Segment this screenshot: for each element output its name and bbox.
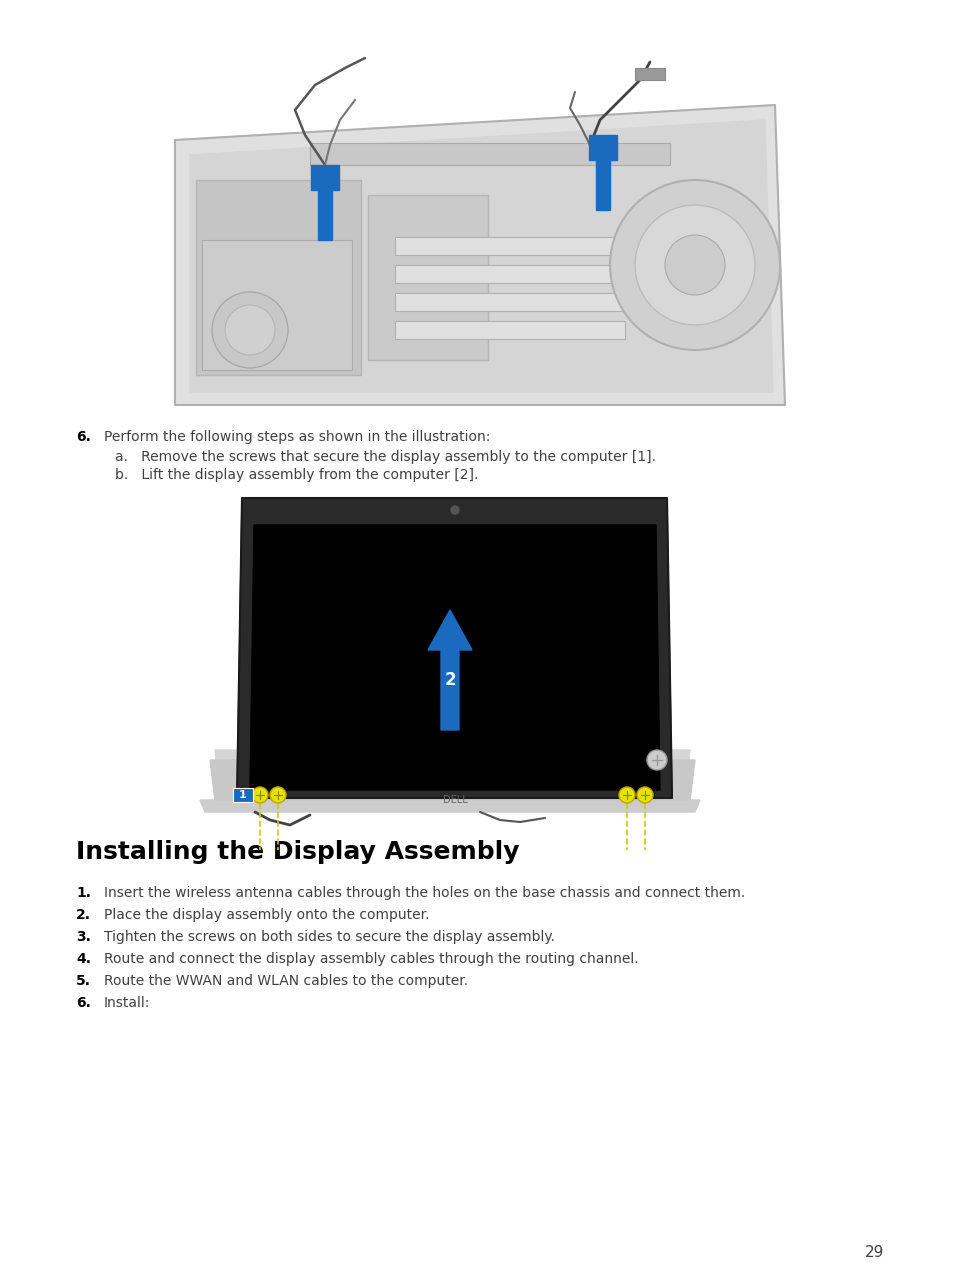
Polygon shape	[174, 105, 784, 404]
FancyBboxPatch shape	[202, 240, 352, 370]
Polygon shape	[200, 800, 700, 812]
Polygon shape	[588, 134, 617, 210]
Polygon shape	[210, 760, 695, 800]
Text: 2: 2	[444, 671, 456, 689]
FancyBboxPatch shape	[395, 321, 624, 339]
Text: 5.: 5.	[76, 974, 91, 988]
Text: a.   Remove the screws that secure the display assembly to the computer [1].: a. Remove the screws that secure the dis…	[115, 450, 656, 464]
Text: Route the WWAN and WLAN cables to the computer.: Route the WWAN and WLAN cables to the co…	[104, 974, 468, 988]
Polygon shape	[311, 165, 338, 240]
Polygon shape	[428, 610, 472, 730]
Text: 4.: 4.	[76, 952, 91, 966]
Circle shape	[646, 749, 666, 770]
Circle shape	[225, 306, 274, 355]
Circle shape	[252, 787, 268, 803]
Polygon shape	[236, 498, 671, 798]
FancyBboxPatch shape	[195, 180, 360, 375]
FancyBboxPatch shape	[635, 68, 664, 80]
Circle shape	[618, 787, 635, 803]
FancyBboxPatch shape	[395, 237, 624, 255]
Text: 1: 1	[239, 790, 247, 800]
FancyBboxPatch shape	[233, 787, 253, 801]
Text: Route and connect the display assembly cables through the routing channel.: Route and connect the display assembly c…	[104, 952, 638, 966]
FancyBboxPatch shape	[395, 293, 624, 311]
Text: 6.: 6.	[76, 995, 91, 1011]
Polygon shape	[214, 749, 689, 800]
Text: Place the display assembly onto the computer.: Place the display assembly onto the comp…	[104, 908, 429, 922]
Text: Insert the wireless antenna cables through the holes on the base chassis and con: Insert the wireless antenna cables throu…	[104, 886, 744, 900]
Text: 1.: 1.	[76, 886, 91, 900]
Polygon shape	[250, 525, 659, 790]
Text: 29: 29	[864, 1245, 883, 1260]
Text: Install:: Install:	[104, 995, 151, 1011]
Text: 2.: 2.	[76, 908, 91, 922]
Text: Perform the following steps as shown in the illustration:: Perform the following steps as shown in …	[104, 430, 490, 444]
FancyBboxPatch shape	[310, 143, 669, 165]
Text: 3.: 3.	[76, 929, 91, 943]
FancyBboxPatch shape	[368, 195, 488, 360]
Polygon shape	[190, 120, 772, 392]
Text: Tighten the screws on both sides to secure the display assembly.: Tighten the screws on both sides to secu…	[104, 929, 555, 943]
Circle shape	[637, 787, 652, 803]
Circle shape	[664, 235, 724, 295]
FancyBboxPatch shape	[395, 265, 624, 283]
Circle shape	[609, 180, 780, 350]
Text: Installing the Display Assembly: Installing the Display Assembly	[76, 839, 519, 864]
Text: 6.: 6.	[76, 430, 91, 444]
Text: b.   Lift the display assembly from the computer [2].: b. Lift the display assembly from the co…	[115, 468, 477, 482]
Circle shape	[635, 205, 754, 325]
Circle shape	[212, 292, 288, 368]
Circle shape	[270, 787, 286, 803]
Circle shape	[450, 505, 459, 515]
Text: DELL: DELL	[442, 795, 467, 805]
